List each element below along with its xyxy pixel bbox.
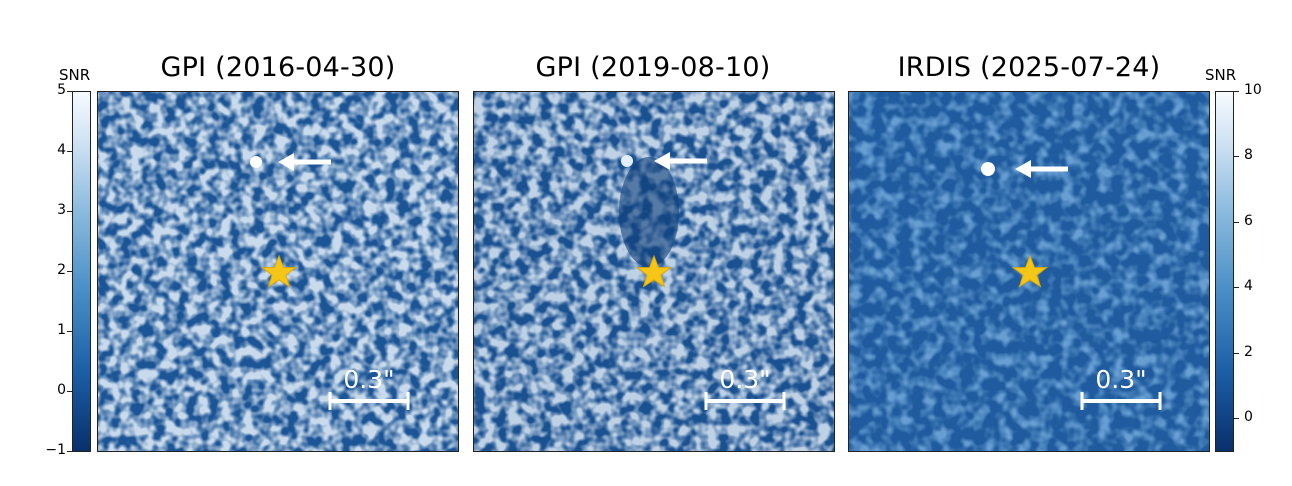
colorbar-left-tick bbox=[67, 91, 72, 92]
colorbar-left-tick-label: 5 bbox=[57, 82, 66, 98]
svg-text:0.3": 0.3" bbox=[1095, 365, 1146, 394]
colorbar-right-tick-label: 6 bbox=[1244, 212, 1253, 229]
colorbar-right-tick-label: 2 bbox=[1244, 343, 1253, 360]
scale-bar: 0.3" bbox=[1080, 365, 1162, 410]
colorbar-left-tick-label: −1 bbox=[45, 442, 66, 458]
colorbar-right-tick bbox=[1234, 287, 1239, 289]
colorbar-left-tick bbox=[67, 271, 72, 272]
colorbar-left-tick-label: 0 bbox=[57, 382, 66, 398]
colorbar-right-tick-label: 4 bbox=[1244, 278, 1253, 295]
panel-title-2: GPI (2019-08-10) bbox=[535, 52, 771, 83]
arrow-left-icon bbox=[1015, 160, 1068, 178]
image-panel-1: 0.3" bbox=[97, 91, 459, 452]
colorbar-left-tick bbox=[67, 391, 72, 392]
colorbar-right-tick-label: 8 bbox=[1244, 147, 1253, 164]
colorbar-left-tick-label: 3 bbox=[57, 202, 66, 218]
companion-dot bbox=[621, 155, 633, 167]
colorbar-left-tick-label: 2 bbox=[57, 262, 66, 278]
image-panel-2: 0.3" bbox=[473, 91, 835, 452]
svg-text:0.3": 0.3" bbox=[719, 365, 770, 394]
colorbar-left-tick bbox=[67, 331, 72, 332]
companion-dot bbox=[250, 156, 262, 168]
colorbar-left-tick-label: 4 bbox=[57, 142, 66, 158]
colorbar-left-tick bbox=[67, 151, 72, 152]
scale-bar: 0.3" bbox=[704, 365, 786, 410]
colorbar-right-label: SNR bbox=[1205, 66, 1237, 84]
colorbar-left-label: SNR bbox=[59, 66, 91, 84]
colorbar-right-tick-label: 0 bbox=[1244, 409, 1253, 426]
colorbar-right-tick bbox=[1234, 418, 1239, 420]
colorbar-right-tick-label: 10 bbox=[1244, 82, 1262, 98]
colorbar-right-tick bbox=[1234, 221, 1239, 223]
colorbar-left-tick bbox=[67, 451, 72, 452]
star-icon bbox=[635, 254, 673, 288]
colorbar-right-tick bbox=[1234, 91, 1239, 92]
panel-title-1: GPI (2016-04-30) bbox=[160, 52, 396, 83]
image-panel-3: 0.3" bbox=[848, 91, 1210, 452]
svg-text:0.3": 0.3" bbox=[343, 365, 394, 394]
colorbar-right-tick bbox=[1234, 156, 1239, 158]
star-icon bbox=[1011, 254, 1049, 288]
companion-dot bbox=[981, 162, 995, 176]
colorbar-left-tick-label: 1 bbox=[57, 322, 66, 338]
star-icon bbox=[260, 254, 298, 288]
colorbar-right-tick bbox=[1234, 352, 1239, 354]
panel-title-3: IRDIS (2025-07-24) bbox=[897, 52, 1161, 83]
colorbar-right bbox=[1215, 91, 1234, 452]
colorbar-left bbox=[72, 91, 91, 452]
colorbar-left-tick bbox=[67, 211, 72, 212]
scale-bar: 0.3" bbox=[328, 365, 410, 410]
arrow-left-icon bbox=[278, 153, 331, 171]
arrow-left-icon bbox=[654, 152, 707, 170]
